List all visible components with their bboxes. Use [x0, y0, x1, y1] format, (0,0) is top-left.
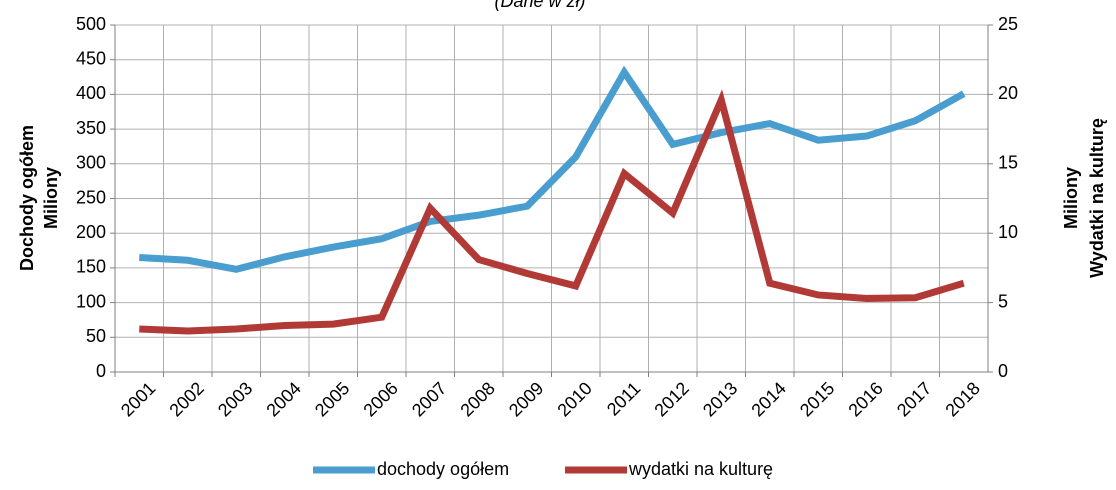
y-tick-label: 250	[76, 187, 106, 207]
y-tick-label: 200	[76, 222, 106, 242]
y-tick-label: 300	[76, 153, 106, 173]
series-line	[139, 89, 965, 335]
y-tick-label: 450	[76, 48, 106, 68]
x-tick-label: 2011	[603, 378, 645, 420]
x-tick-label: 2004	[262, 378, 304, 420]
x-tick-label: 2018	[941, 378, 983, 420]
x-tick-label: 2013	[699, 378, 741, 420]
y-tick-label: 50	[86, 326, 106, 346]
y2-tick-label: 0	[998, 361, 1008, 381]
x-tick-label: 2001	[117, 378, 159, 420]
y2-tick-label: 10	[998, 222, 1018, 242]
y-axis-label: Dochody ogółem	[17, 125, 37, 271]
y2-tick-label: 15	[998, 153, 1018, 173]
y-tick-label: 0	[96, 361, 106, 381]
x-tick-label: 2010	[553, 378, 595, 420]
chart-subtitle: (Dane w zł)	[494, 0, 585, 11]
y2-tick-label: 5	[998, 291, 1008, 311]
legend-label: wydatki na kulturę	[628, 459, 773, 479]
x-tick-label: 2005	[311, 378, 353, 420]
x-tick-label: 2017	[893, 378, 935, 420]
x-tick-label: 2016	[844, 378, 886, 420]
x-tick-label: 2014	[747, 378, 789, 420]
y-tick-label: 400	[76, 83, 106, 103]
y-tick-label: 350	[76, 118, 106, 138]
y-axis-unit: Miliony	[41, 167, 61, 229]
y-tick-label: 150	[76, 257, 106, 277]
legend-label: dochody ogółem	[377, 459, 509, 479]
y2-tick-label: 20	[998, 83, 1018, 103]
y-tick-label: 500	[76, 14, 106, 34]
y2-tick-label: 25	[998, 14, 1018, 34]
x-tick-label: 2012	[650, 378, 692, 420]
x-tick-label: 2008	[456, 378, 498, 420]
x-tick-label: 2003	[214, 378, 256, 420]
series-line	[139, 65, 966, 273]
x-tick-label: 2015	[796, 378, 838, 420]
x-tick-label: 2006	[359, 378, 401, 420]
y-tick-label: 100	[76, 291, 106, 311]
x-tick-label: 2007	[408, 378, 450, 420]
x-tick-label: 2009	[505, 378, 547, 420]
x-tick-label: 2002	[165, 378, 207, 420]
y2-axis-unit: Miliony	[1061, 167, 1081, 229]
y2-axis-label: Wydatki na kulturę	[1087, 118, 1107, 278]
